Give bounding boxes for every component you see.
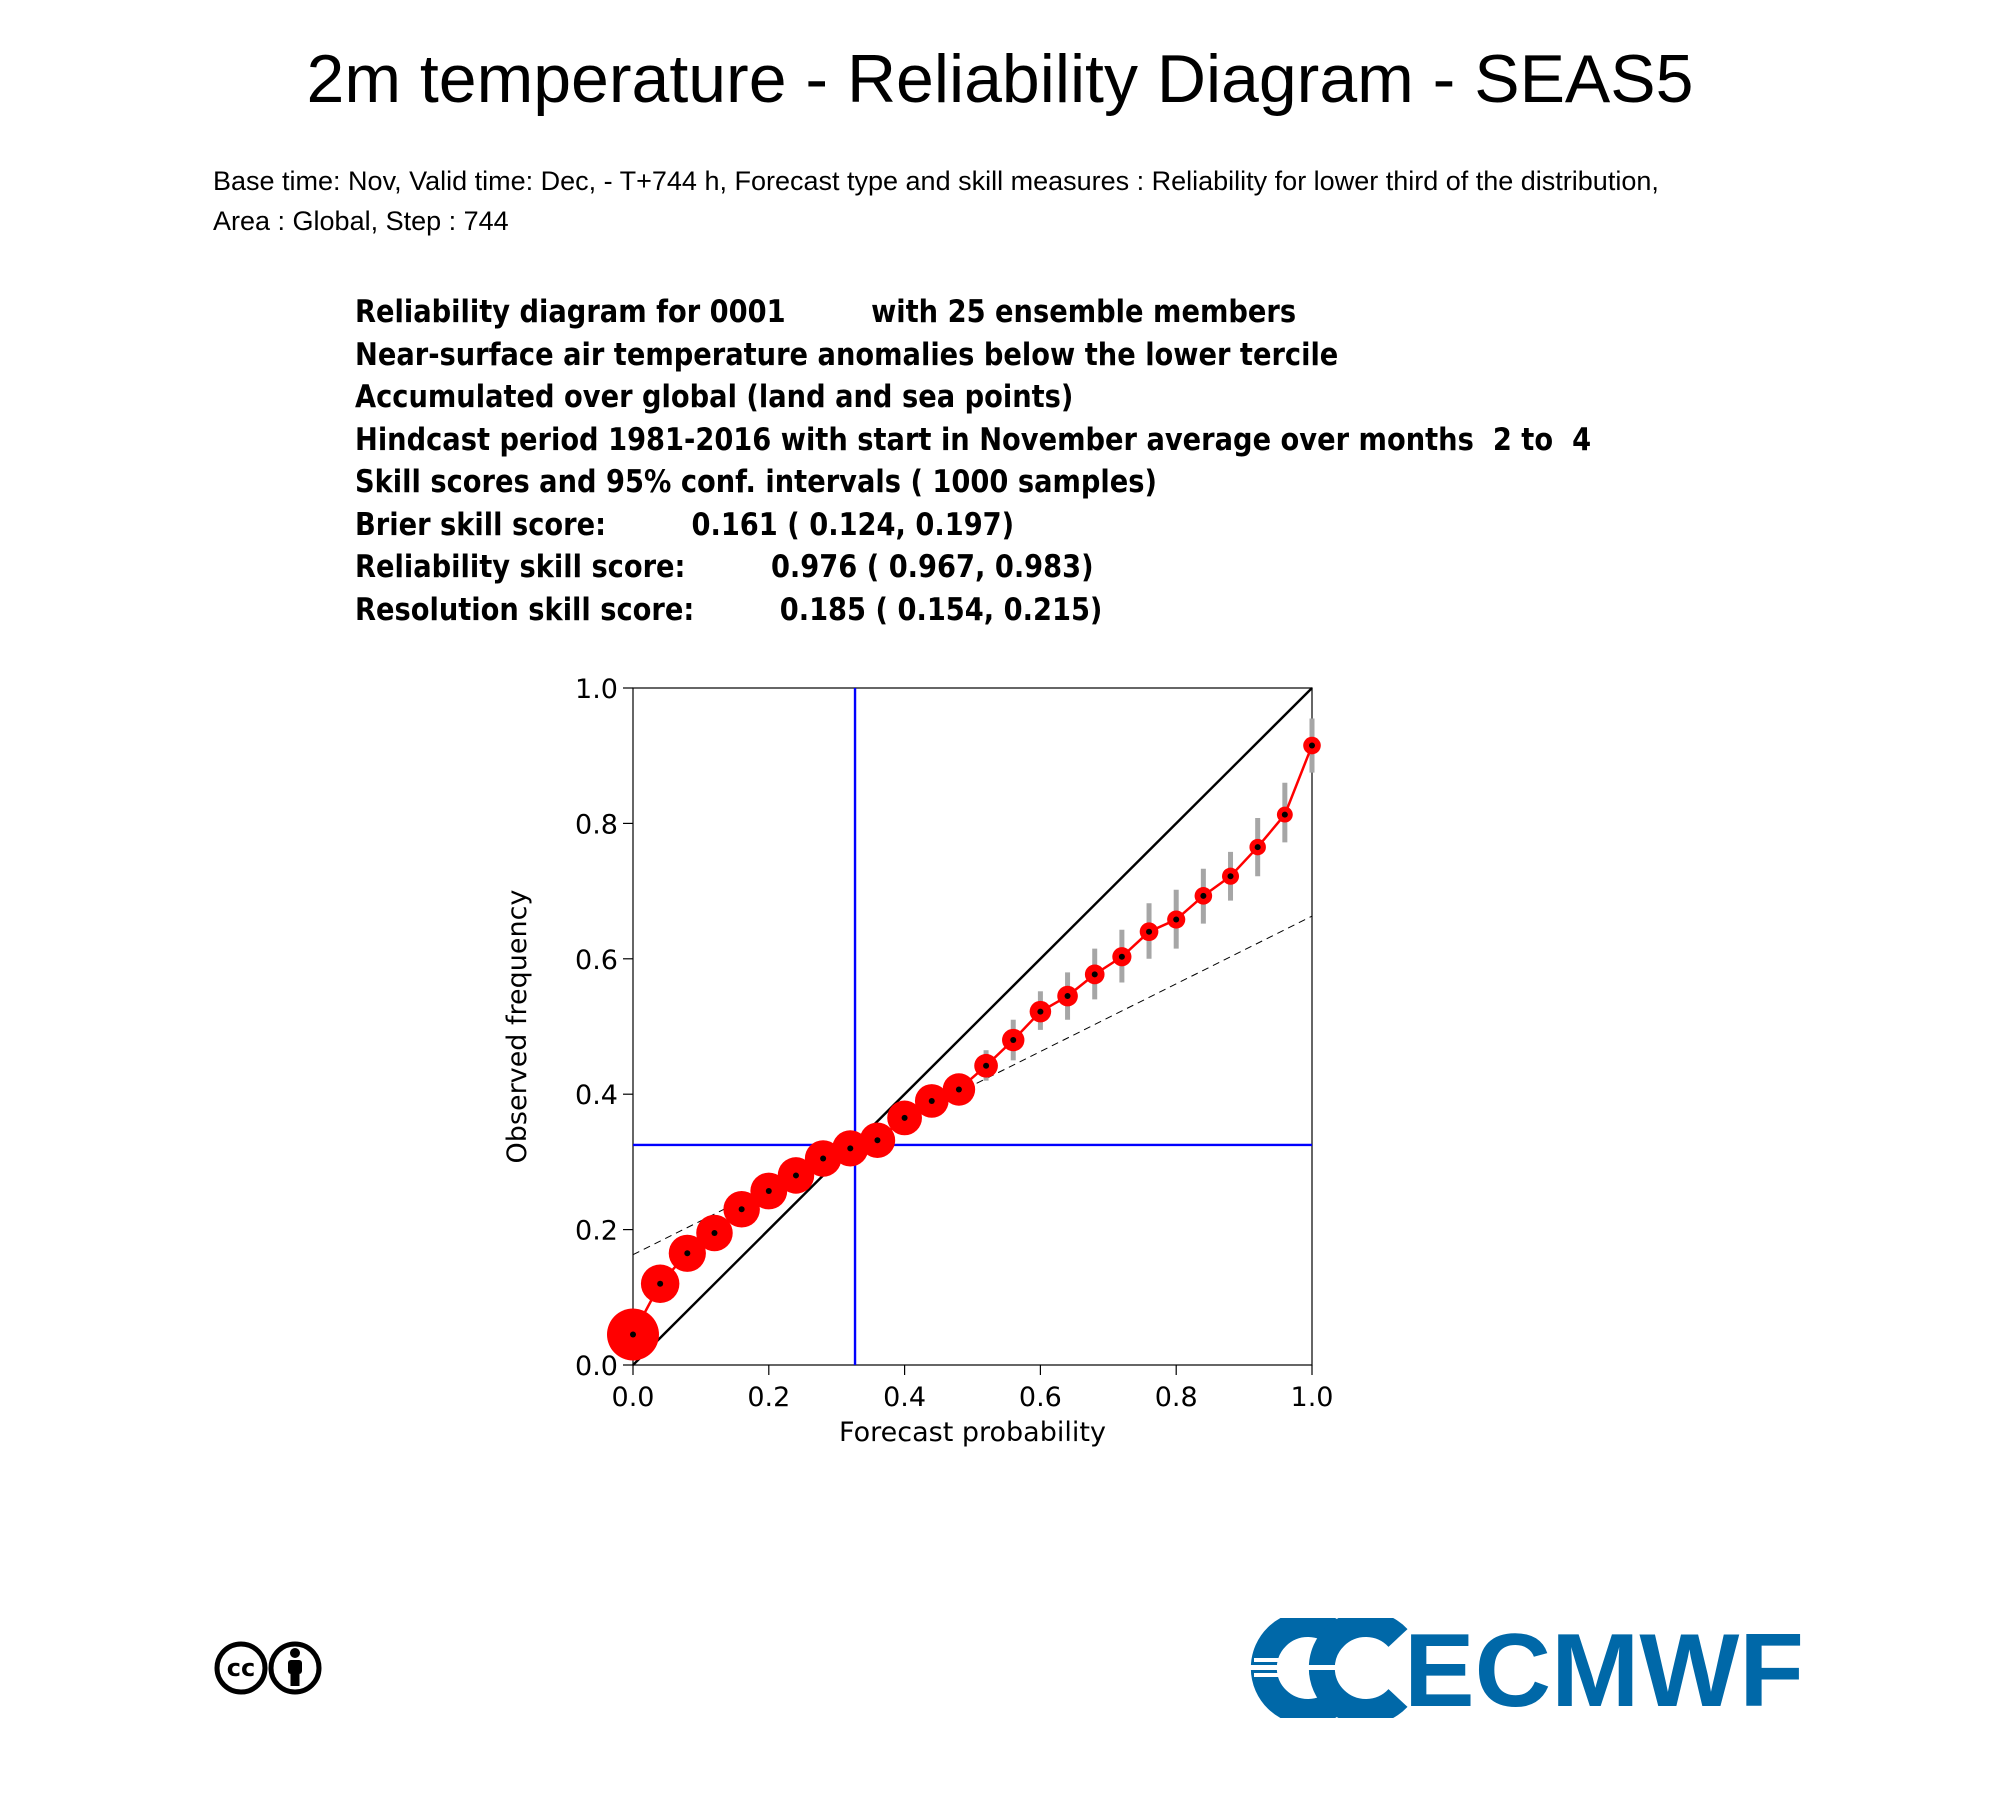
ecmwf-wordmark: ECMWF — [1404, 1618, 1804, 1718]
data-point-center — [1091, 971, 1098, 978]
info-line: Hindcast period 1981-2016 with start in … — [355, 421, 1592, 458]
data-point-center — [983, 1062, 990, 1069]
data-point-center — [657, 1280, 664, 1287]
data-point-center — [1200, 892, 1207, 899]
data-point-center — [1281, 811, 1288, 818]
subtitle-line-1: Base time: Nov, Valid time: Dec, - T+744… — [213, 166, 1659, 196]
info-line: Near-surface air temperature anomalies b… — [355, 336, 1339, 373]
x-tick-label: 0.2 — [747, 1382, 790, 1413]
data-point-center — [792, 1172, 799, 1179]
data-point-center — [928, 1097, 935, 1104]
y-tick-label: 1.0 — [575, 674, 618, 705]
x-tick-label: 0.4 — [883, 1382, 926, 1413]
data-point-center — [1118, 953, 1125, 960]
info-line: Accumulated over global (land and sea po… — [355, 379, 1074, 415]
data-point-center — [1309, 742, 1315, 749]
x-tick-label: 0.0 — [612, 1382, 655, 1413]
info-line: Resolution skill score: 0.185 ( 0.154, 0… — [355, 591, 1103, 628]
y-tick-label: 0.2 — [575, 1216, 618, 1247]
page-title: 2m temperature - Reliability Diagram - S… — [306, 41, 1694, 117]
data-point-center — [711, 1229, 718, 1236]
data-point-center — [874, 1137, 881, 1144]
creative-commons-logo: cc — [214, 1641, 322, 1695]
ecmwf-logo: ECMWF — [1248, 1618, 1804, 1718]
y-tick-label: 0.6 — [575, 945, 618, 976]
info-line: Reliability skill score: 0.976 ( 0.967, … — [355, 549, 1094, 585]
data-point-center — [955, 1086, 962, 1093]
x-axis-label: Forecast probability — [839, 1417, 1106, 1448]
x-tick-label: 1.0 — [1291, 1382, 1334, 1413]
data-point-center — [1227, 873, 1234, 880]
data-point-center — [684, 1250, 691, 1257]
x-tick-label: 0.6 — [1019, 1382, 1062, 1413]
y-tick-label: 0.4 — [575, 1080, 618, 1111]
info-line: Brier skill score: 0.161 ( 0.124, 0.197) — [355, 506, 1015, 543]
perfect-reliability-line — [632, 687, 1313, 1366]
data-point-center — [1064, 993, 1071, 1000]
data-point-center — [901, 1114, 908, 1121]
data-point-center — [820, 1155, 827, 1162]
cc-text: cc — [227, 1654, 255, 1682]
data-point-center — [1037, 1008, 1044, 1015]
data-point-center — [738, 1206, 745, 1213]
reliability-chart: 0.0 0.2 0.4 0.6 0.8 1.0 0.0 0.2 0.4 0.6 0.8 1.0 Fore… — [502, 674, 1334, 1448]
cc-circle — [214, 1641, 268, 1695]
data-point-center — [765, 1188, 772, 1195]
y-tick-label: 0.0 — [575, 1351, 618, 1382]
data-point-center — [1146, 928, 1153, 935]
reliability-curve — [631, 745, 1314, 1336]
person-icon — [288, 1648, 302, 1686]
data-point-center — [1173, 916, 1180, 923]
info-line: Skill scores and 95% conf. intervals ( 1… — [355, 464, 1157, 500]
data-point-center — [630, 1331, 636, 1338]
info-block: Reliability diagram for 0001 with 25 ens… — [355, 294, 1591, 634]
y-tick-label: 0.8 — [575, 809, 618, 840]
data-point-center — [1010, 1037, 1017, 1044]
data-point-center — [1254, 844, 1261, 851]
subtitle-line-2: Area : Global, Step : 744 — [213, 206, 509, 236]
data-point-center — [847, 1145, 854, 1152]
plot-frame — [632, 687, 1313, 1366]
x-tick-label: 0.8 — [1155, 1382, 1198, 1413]
y-axis-label: Observed frequency — [502, 890, 533, 1164]
info-line: Reliability diagram for 0001 with 25 ens… — [355, 294, 1297, 330]
ecmwf-emblem-icon — [1248, 1618, 1408, 1718]
